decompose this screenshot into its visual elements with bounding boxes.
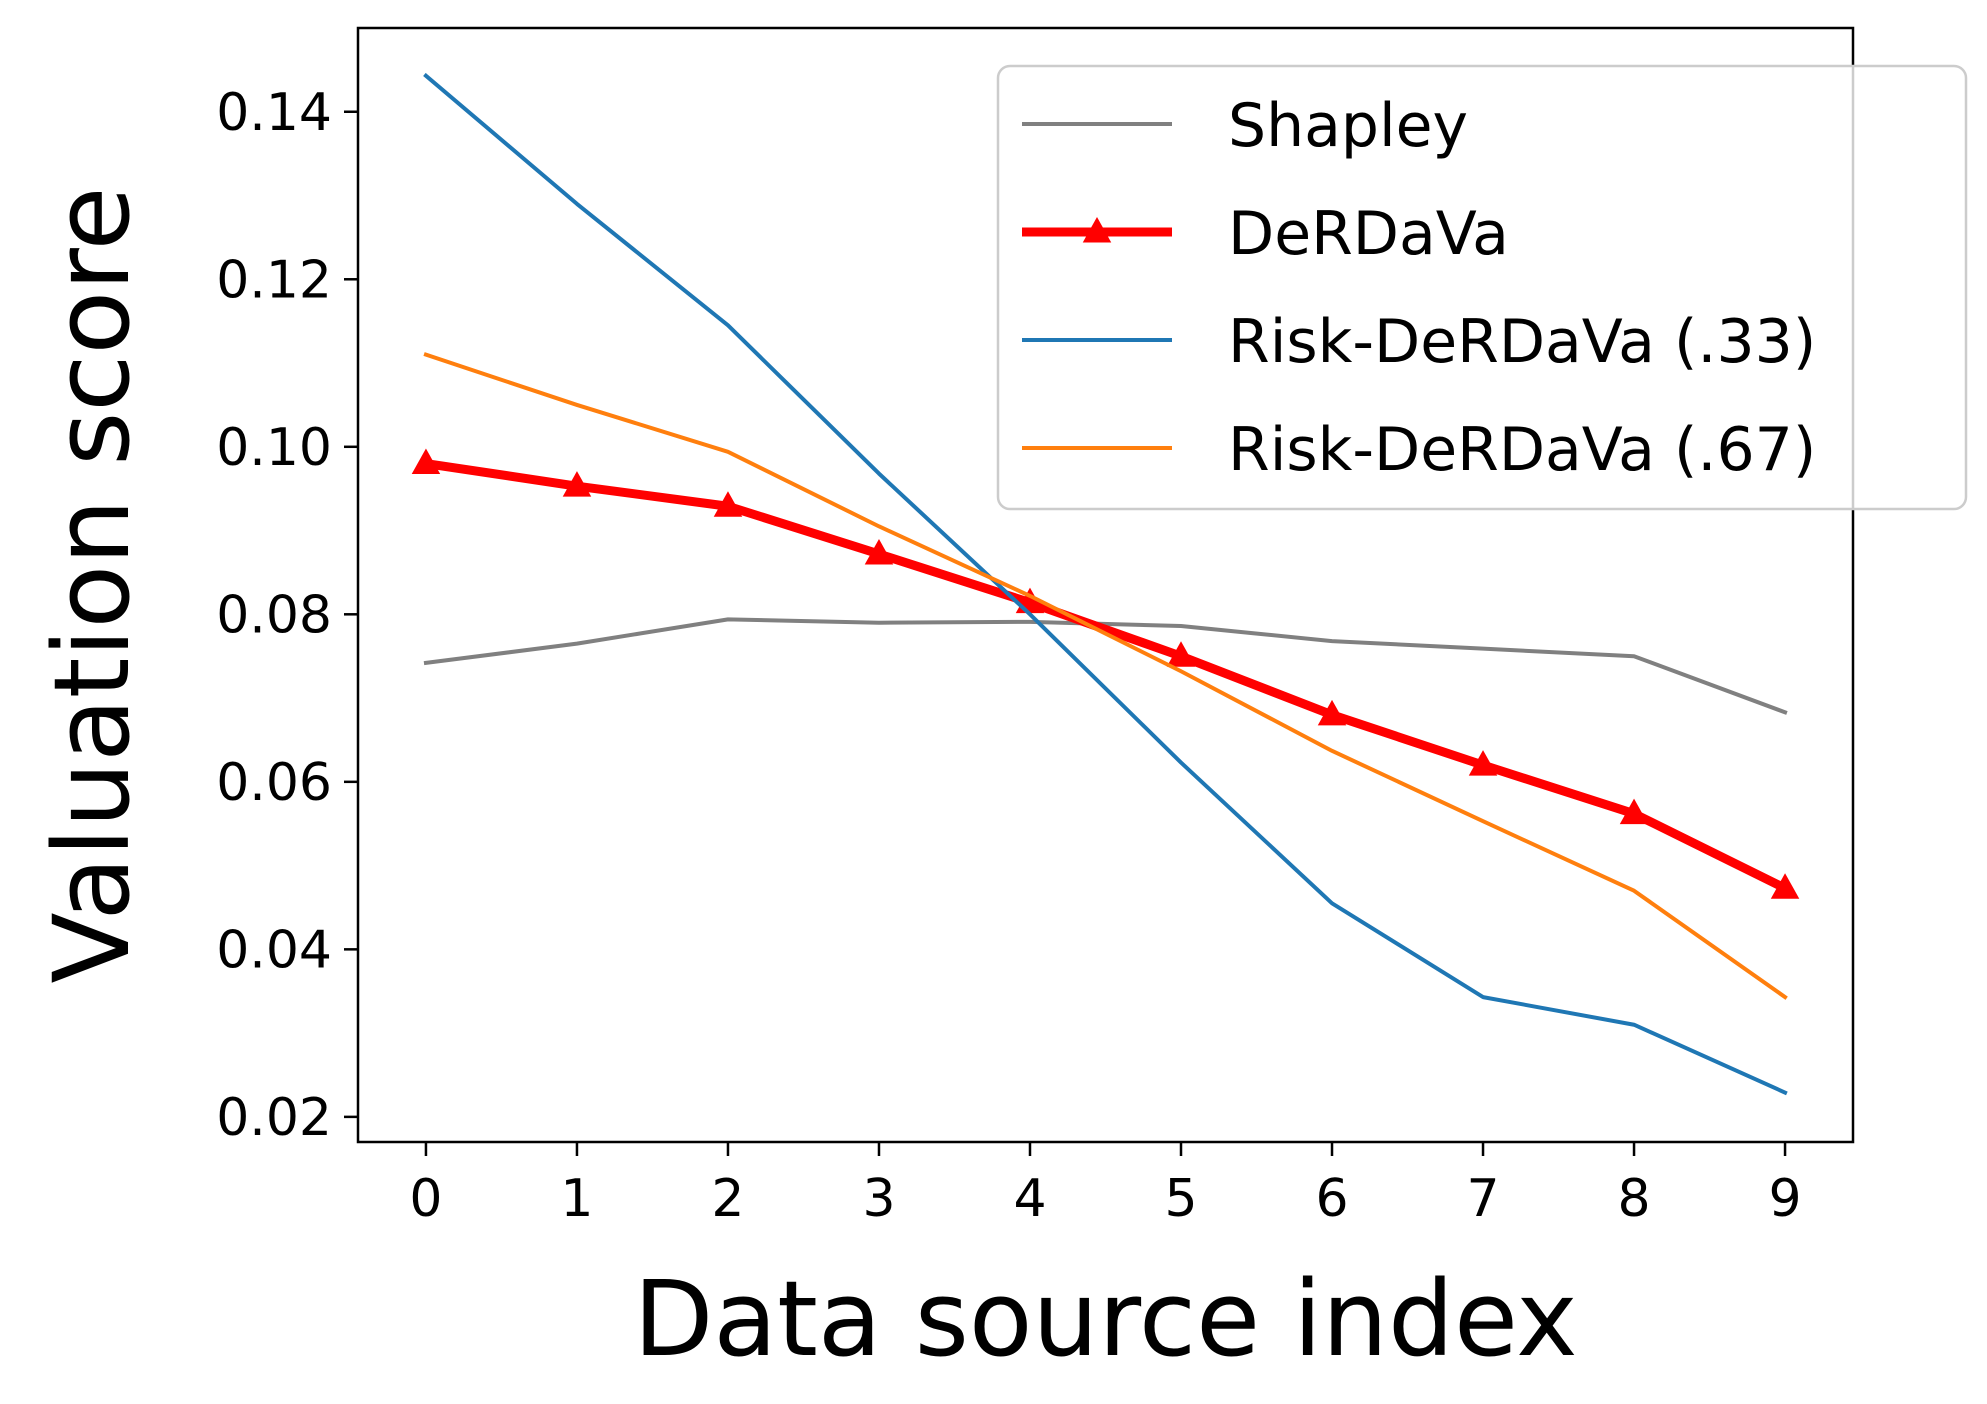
x-tick-label: 9 [1768, 1169, 1801, 1229]
legend-label: Shapley [1228, 91, 1468, 161]
x-tick-label: 7 [1466, 1169, 1499, 1229]
y-axis-title: Valuation score [31, 186, 153, 983]
data-point [864, 539, 894, 565]
data-point [1619, 798, 1649, 825]
x-tick-label: 1 [560, 1169, 593, 1229]
data-point [1770, 873, 1800, 899]
series-line [423, 352, 1788, 1000]
y-axis: 0.02 0.04 0.06 0.08 0.10 0.12 0.14 [216, 83, 358, 1148]
x-tick-label: 5 [1164, 1169, 1197, 1229]
y-tick-label: 0.04 [216, 920, 332, 980]
series-line [420, 458, 1792, 895]
data-point [1317, 699, 1347, 726]
series-risk-derdava-67 [423, 352, 1788, 1000]
data-point [1166, 641, 1196, 667]
x-tick-label: 0 [409, 1169, 442, 1229]
legend-frame [996, 64, 1968, 511]
y-tick-label: 0.10 [216, 418, 332, 478]
y-tick-label: 0.08 [216, 585, 332, 645]
x-tick-label: 8 [1617, 1169, 1650, 1229]
x-tick-label: 4 [1013, 1169, 1046, 1229]
data-point [562, 471, 592, 497]
x-tick-label: 3 [862, 1169, 895, 1229]
data-point [411, 448, 441, 475]
x-axis-title: Data source index [633, 1258, 1577, 1380]
x-tick-label: 6 [1315, 1169, 1348, 1229]
plot-area [356, 26, 1855, 1144]
y-tick-label: 0.12 [216, 250, 332, 310]
legend-marker [1082, 217, 1112, 243]
x-tick-label: 2 [711, 1169, 744, 1229]
series-line [423, 617, 1788, 715]
legend-item: Shapley [1022, 91, 1468, 161]
legend: Shapley DeRDaVa Risk-DeRDaVa (.33) Risk-DeR… [996, 64, 1968, 511]
series-risk-derdava-33 [423, 72, 1788, 1096]
legend-label: Risk-DeRDaVa (.33) [1228, 307, 1816, 377]
y-tick-label: 0.02 [216, 1088, 332, 1148]
x-axis: 0 1 2 3 4 5 6 7 8 9 [409, 1142, 1802, 1229]
data-point [713, 491, 743, 517]
y-tick-label: 0.14 [216, 83, 332, 143]
legend-item: Risk-DeRDaVa (.33) [1022, 307, 1816, 377]
y-tick-label: 0.06 [216, 753, 332, 813]
legend-label: Risk-DeRDaVa (.67) [1228, 415, 1816, 485]
legend-label: DeRDaVa [1228, 199, 1509, 269]
series-derdava [411, 448, 1800, 899]
legend-item: DeRDaVa [1022, 199, 1509, 269]
series-layer [411, 72, 1800, 1096]
series-line [423, 72, 1788, 1096]
series-shapley [423, 617, 1788, 715]
legend-item: Risk-DeRDaVa (.67) [1022, 415, 1816, 485]
data-point [1468, 750, 1498, 776]
